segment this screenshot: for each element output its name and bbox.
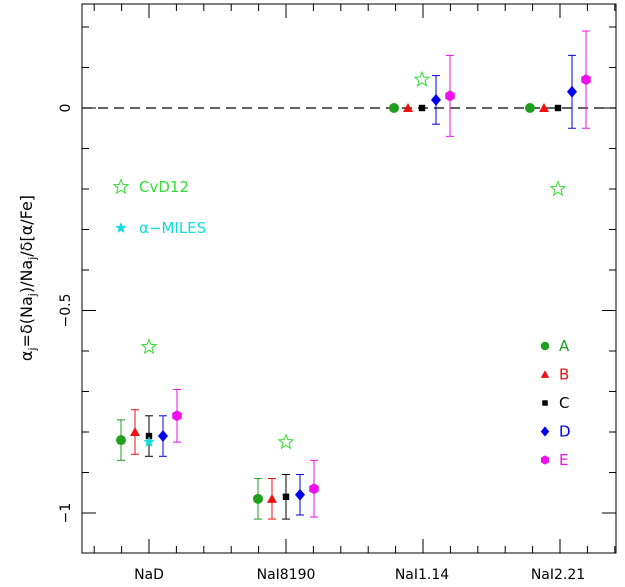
ylabel-mid2: )/Na [17, 260, 36, 293]
point-A-NaI2.21 [525, 103, 535, 113]
model-point-α−MILES-NaD [143, 436, 155, 447]
legend-label-B: B [559, 366, 569, 384]
point-C-NaI1.14 [418, 104, 426, 112]
model-legend: CvD12 α−MILES [112, 178, 206, 237]
point-E-NaI8190 [309, 483, 319, 495]
point-C-NaI2.21 [554, 104, 562, 112]
data-marks [116, 30, 591, 520]
category-label-NaD: NaD [134, 567, 164, 583]
y-tick-label: −1 [58, 503, 74, 524]
point-D-NaI8190 [295, 488, 305, 501]
legend-marker-α−MILES [115, 222, 127, 233]
point-A-NaI1.14 [389, 103, 399, 113]
point-A-NaD [116, 435, 126, 446]
legend-label-C: C [559, 394, 569, 412]
ylabel-main: α [17, 351, 36, 362]
ylabel-sub3: j [26, 257, 39, 261]
axis-ticks [82, 4, 616, 553]
y-tick-label: −0.5 [58, 294, 74, 328]
legend-label-A: A [559, 337, 570, 355]
point-B-NaI1.14 [403, 103, 413, 112]
legend-marker-E [540, 455, 550, 465]
point-E-NaI2.21 [581, 74, 591, 86]
category-label-NaI2.21: NaI2.21 [531, 567, 585, 583]
model-point-CvD12-NaD [140, 338, 158, 355]
ylabel-sub2: j [26, 293, 39, 297]
ylabel-sub1: j [26, 347, 39, 351]
model-point-CvD12-NaI1.14 [413, 70, 431, 87]
legend-marker-D [540, 426, 550, 437]
legend-marker-A [540, 341, 550, 351]
point-A-NaI8190 [253, 493, 263, 504]
model-point-CvD12-NaI8190 [277, 433, 295, 450]
legend-label-E: E [559, 451, 568, 469]
y-axis-label: αj=δ(Naj)/Naj/δ[α/Fe] [17, 195, 39, 361]
point-B-NaI2.21 [539, 103, 549, 112]
category-label-NaI1.14: NaI1.14 [395, 567, 449, 583]
y-tick-labels: 0 −0.5 −1 [58, 104, 74, 524]
category-label-NaI8190: NaI8190 [257, 567, 316, 583]
ylabel-end: /δ[α/Fe] [17, 195, 36, 257]
ylabel-mid1: =δ(Na [17, 296, 36, 347]
legend-marker-CvD12 [112, 178, 130, 195]
point-B-NaI8190 [267, 493, 277, 503]
point-B-NaD [130, 427, 140, 436]
point-D-NaI1.14 [431, 93, 441, 106]
legend-label-α−MILES: α−MILES [139, 219, 206, 237]
point-C-NaI8190 [282, 493, 290, 500]
legend-marker-C [542, 400, 548, 406]
point-E-NaI1.14 [445, 90, 455, 102]
legend-label-CvD12: CvD12 [139, 178, 189, 196]
point-D-NaD [158, 430, 168, 443]
model-point-CvD12-NaI2.21 [549, 180, 567, 197]
category-labels: NaD NaI8190 NaI1.14 NaI2.21 [134, 567, 585, 583]
point-C-NaD [145, 432, 153, 440]
legend-label-D: D [559, 423, 571, 441]
point-D-NaI2.21 [567, 85, 577, 98]
plot-frame [81, 3, 617, 554]
y-tick-label: 0 [58, 104, 74, 113]
point-E-NaD [172, 410, 182, 422]
legend-marker-B [540, 370, 550, 378]
